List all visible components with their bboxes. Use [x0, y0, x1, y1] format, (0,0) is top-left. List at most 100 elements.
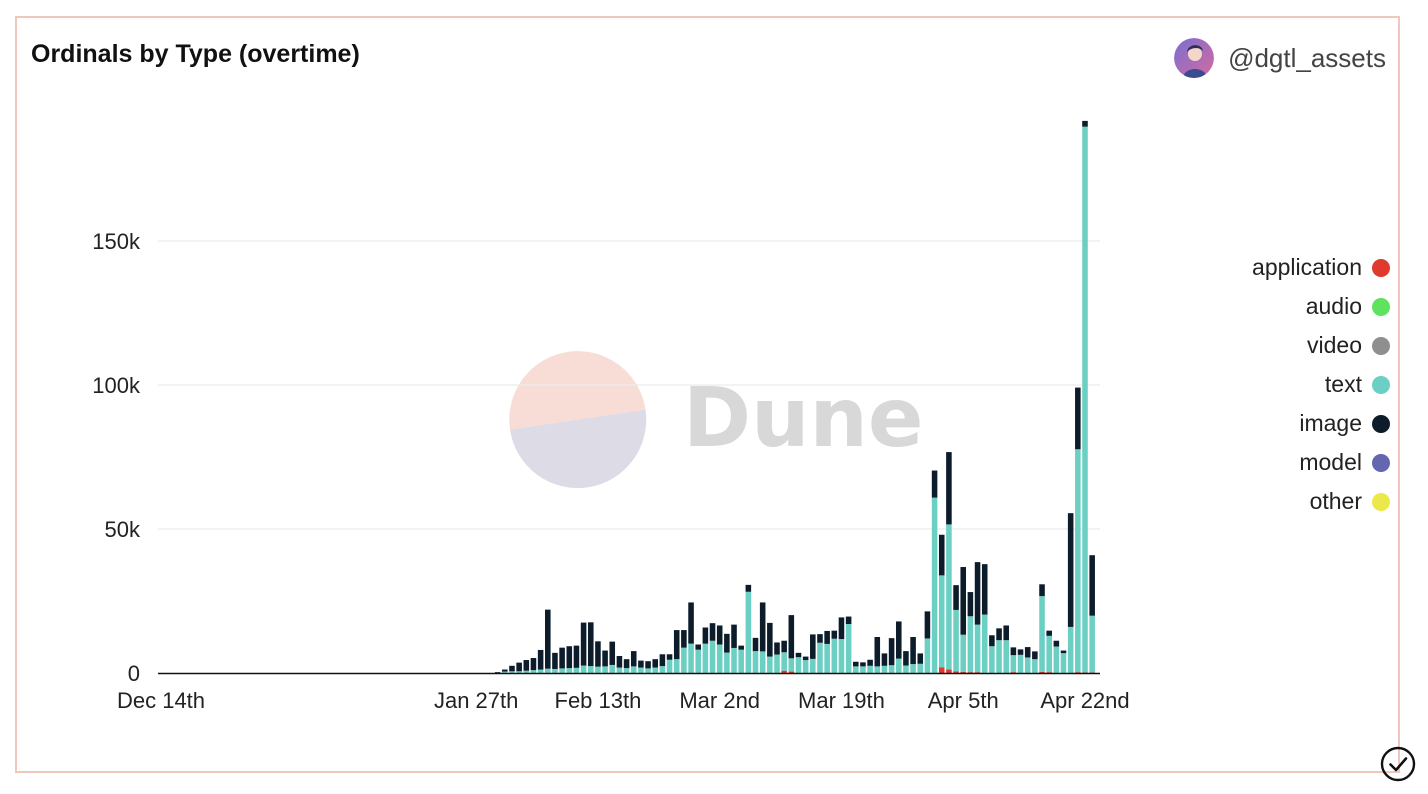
bar-image[interactable]	[580, 622, 587, 666]
bar-text[interactable]	[709, 640, 716, 673]
bar-text[interactable]	[688, 643, 694, 673]
bar-text[interactable]	[523, 670, 530, 673]
bar-application[interactable]	[974, 672, 981, 673]
bar-image[interactable]	[910, 637, 916, 665]
bar-text[interactable]	[974, 624, 981, 673]
bar-image[interactable]	[1046, 630, 1052, 636]
bar-text[interactable]	[874, 666, 881, 673]
bar-image[interactable]	[824, 630, 830, 644]
bar-text[interactable]	[845, 624, 852, 673]
bar-image[interactable]	[845, 616, 852, 625]
bar-text[interactable]	[967, 616, 974, 673]
bar-image[interactable]	[1024, 647, 1031, 658]
bar-text[interactable]	[609, 664, 616, 673]
bar-text[interactable]	[695, 649, 701, 673]
bar-text[interactable]	[953, 609, 959, 672]
bar-text[interactable]	[860, 666, 866, 673]
bar-image[interactable]	[673, 630, 680, 660]
bar-image[interactable]	[974, 562, 981, 625]
bar-image[interactable]	[1003, 625, 1009, 641]
bar-image[interactable]	[630, 651, 637, 667]
bar-image[interactable]	[609, 641, 616, 665]
bar-text[interactable]	[681, 647, 687, 673]
bar-text[interactable]	[1075, 449, 1081, 673]
bar-text[interactable]	[623, 668, 630, 673]
bar-image[interactable]	[867, 659, 873, 666]
bar-text[interactable]	[516, 671, 522, 673]
bar-text[interactable]	[731, 647, 737, 673]
bar-image[interactable]	[1032, 651, 1038, 660]
bar-image[interactable]	[516, 662, 522, 672]
bar-image[interactable]	[946, 452, 952, 525]
bar-image[interactable]	[967, 592, 974, 617]
bar-text[interactable]	[724, 652, 730, 673]
bar-text[interactable]	[759, 651, 766, 673]
bar-image[interactable]	[831, 630, 838, 639]
legend-item-video[interactable]: video	[1252, 326, 1390, 365]
bar-image[interactable]	[494, 672, 501, 673]
bar-text[interactable]	[1060, 653, 1067, 673]
bar-image[interactable]	[681, 630, 687, 648]
legend-item-audio[interactable]: audio	[1252, 287, 1390, 326]
bar-image[interactable]	[917, 653, 924, 664]
bar-text[interactable]	[810, 658, 816, 673]
bar-image[interactable]	[745, 584, 752, 592]
bar-text[interactable]	[888, 665, 895, 673]
bar-text[interactable]	[1046, 635, 1052, 673]
bar-text[interactable]	[867, 665, 873, 673]
bar-text[interactable]	[960, 634, 967, 672]
bar-image[interactable]	[595, 641, 601, 667]
bar-image[interactable]	[738, 645, 744, 650]
bar-image[interactable]	[709, 623, 716, 641]
bar-text[interactable]	[566, 668, 573, 673]
bar-image[interactable]	[989, 635, 995, 647]
bar-image[interactable]	[573, 645, 580, 668]
bar-text[interactable]	[924, 638, 931, 673]
bar-image[interactable]	[731, 624, 737, 648]
bar-text[interactable]	[630, 666, 637, 673]
bar-text[interactable]	[1053, 646, 1060, 674]
legend-item-other[interactable]: other	[1252, 482, 1390, 521]
bar-image[interactable]	[774, 642, 780, 655]
bar-image[interactable]	[781, 640, 787, 653]
bar-image[interactable]	[602, 650, 608, 667]
bar-text[interactable]	[616, 667, 623, 673]
bar-text[interactable]	[895, 658, 902, 673]
bar-image[interactable]	[759, 602, 766, 652]
bar-application[interactable]	[788, 671, 795, 673]
bar-text[interactable]	[1024, 657, 1031, 673]
bar-image[interactable]	[881, 653, 888, 666]
bar-text[interactable]	[1032, 659, 1038, 673]
bar-text[interactable]	[817, 642, 823, 673]
bar-text[interactable]	[767, 656, 773, 673]
bar-image[interactable]	[1075, 387, 1081, 450]
bar-text[interactable]	[831, 638, 838, 673]
bar-image[interactable]	[960, 567, 967, 635]
bar-image[interactable]	[860, 662, 866, 667]
bar-image[interactable]	[587, 622, 594, 667]
bar-text[interactable]	[752, 651, 759, 673]
bar-text[interactable]	[881, 665, 888, 673]
bar-text[interactable]	[996, 640, 1002, 673]
bar-image[interactable]	[874, 637, 881, 667]
bar-image[interactable]	[638, 660, 644, 668]
bar-text[interactable]	[1010, 655, 1017, 673]
bar-application[interactable]	[967, 672, 974, 673]
bar-application[interactable]	[938, 667, 945, 673]
bar-application[interactable]	[953, 671, 959, 673]
bar-application[interactable]	[946, 669, 952, 673]
bar-image[interactable]	[545, 609, 551, 669]
bar-image[interactable]	[924, 611, 931, 639]
bar-image[interactable]	[645, 661, 651, 669]
bar-text[interactable]	[1017, 654, 1024, 673]
bar-text[interactable]	[745, 591, 752, 673]
bar-text[interactable]	[838, 639, 845, 673]
bar-text[interactable]	[537, 669, 544, 673]
bar-image[interactable]	[659, 654, 666, 667]
bar-text[interactable]	[587, 666, 594, 673]
bar-application[interactable]	[960, 671, 967, 673]
bar-text[interactable]	[853, 666, 859, 673]
bar-image[interactable]	[802, 656, 809, 661]
bar-image[interactable]	[1089, 555, 1095, 616]
bar-image[interactable]	[688, 602, 694, 644]
